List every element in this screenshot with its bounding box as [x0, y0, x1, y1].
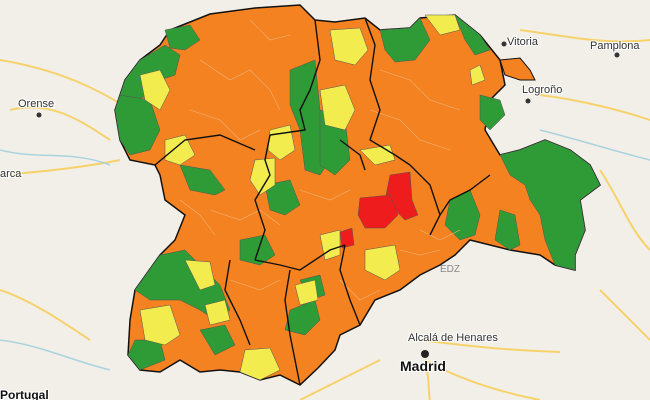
city-label-orense: Orense [18, 98, 55, 110]
city-label-logrono: Logroño [522, 84, 563, 96]
city-dot-madrid [421, 350, 429, 358]
municipal-boundaries [179, 19, 461, 301]
city-label-pamplona: Pamplona [590, 40, 640, 52]
city-label-barca: arca [0, 168, 22, 180]
watermark: EDZ [440, 264, 460, 275]
city-dot-orense [36, 112, 42, 118]
city-dot-pamplona [614, 52, 620, 58]
city-label-alcala: Alcalá de Henares [408, 332, 498, 344]
region-patch-logrono [499, 57, 536, 81]
city-label-vitoria: Vitoria [507, 36, 538, 48]
city-dot-logrono [525, 98, 531, 104]
country-label-portugal: Portugal [0, 388, 49, 400]
province-borders [154, 17, 491, 386]
red-zones [339, 171, 419, 249]
city-label-madrid: Madrid [400, 358, 446, 374]
water [0, 129, 650, 371]
yellow-zones [139, 14, 486, 381]
background-roads [0, 29, 650, 400]
city-dot-vitoria [501, 41, 507, 47]
